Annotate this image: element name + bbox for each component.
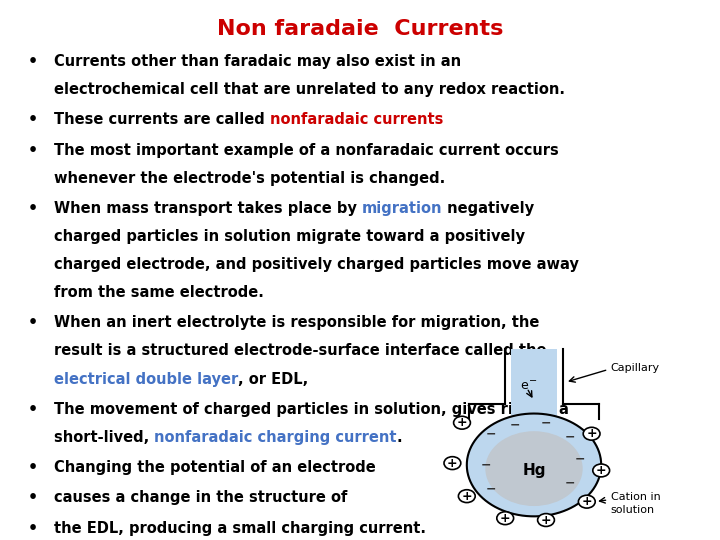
Text: •: • [27,315,37,330]
Text: −: − [564,477,575,490]
Text: •: • [27,54,37,69]
Text: −: − [541,416,552,429]
Text: electrical double layer: electrical double layer [54,372,238,387]
Circle shape [583,427,600,440]
Text: −: − [485,427,496,440]
Text: Capillary: Capillary [611,363,660,373]
Circle shape [593,464,610,477]
Text: −: − [485,482,496,495]
Text: +: + [462,490,472,503]
Text: −: − [481,458,491,471]
Text: whenever the electrode's potential is changed.: whenever the electrode's potential is ch… [54,171,445,186]
Text: electrochemical cell that are unrelated to any redox reaction.: electrochemical cell that are unrelated … [54,82,565,97]
Text: nonfaradaic currents: nonfaradaic currents [270,112,444,127]
Text: •: • [27,201,37,216]
Polygon shape [511,404,557,421]
Text: +: + [586,427,597,440]
Polygon shape [467,414,601,516]
Text: These currents are called: These currents are called [54,112,270,127]
Text: •: • [27,402,37,417]
Text: •: • [27,490,37,505]
Text: Hg: Hg [522,463,546,478]
Text: the EDL, producing a small charging current.: the EDL, producing a small charging curr… [54,521,426,536]
Polygon shape [511,349,557,404]
Text: +: + [541,514,552,526]
Circle shape [444,457,461,469]
Text: e: e [521,380,528,393]
Text: .: . [397,430,402,445]
Text: When an inert electrolyte is responsible for migration, the: When an inert electrolyte is responsible… [54,315,539,330]
Text: +: + [447,457,458,470]
Text: from the same electrode.: from the same electrode. [54,285,264,300]
Text: −: − [510,418,520,431]
Text: The movement of charged particles in solution, gives rise to a: The movement of charged particles in sol… [54,402,569,417]
Text: +: + [596,464,606,477]
Text: •: • [27,112,37,127]
Text: short‐lived,: short‐lived, [54,430,154,445]
Text: result is a structured electrode‐surface interface called the: result is a structured electrode‐surface… [54,343,546,359]
Text: •: • [27,521,37,536]
Text: The most important example of a nonfaradaic current occurs: The most important example of a nonfarad… [54,143,559,158]
Text: When mass transport takes place by: When mass transport takes place by [54,201,362,216]
Text: charged particles in solution migrate toward a positively: charged particles in solution migrate to… [54,229,525,244]
Text: causes a change in the structure of: causes a change in the structure of [54,490,347,505]
Text: migration: migration [362,201,443,216]
Circle shape [486,432,582,505]
Text: +: + [500,512,510,525]
Text: nonfaradaic charging current: nonfaradaic charging current [154,430,397,445]
Text: −: − [564,431,575,444]
Text: Non faradaie  Currents: Non faradaie Currents [217,19,503,39]
Text: −: − [575,453,585,466]
Circle shape [454,416,470,429]
Circle shape [497,512,513,525]
Text: , or EDL,: , or EDL, [238,372,308,387]
Text: Cation in
solution: Cation in solution [611,492,660,515]
Text: •: • [27,460,37,475]
Circle shape [538,514,554,526]
Text: +: + [456,416,467,429]
Circle shape [578,495,595,508]
Text: Currents other than faradaic may also exist in an: Currents other than faradaic may also ex… [54,54,461,69]
Text: −: − [528,376,537,387]
Text: •: • [27,143,37,158]
Text: negatively: negatively [443,201,535,216]
Text: charged electrode, and positively charged particles move away: charged electrode, and positively charge… [54,257,579,272]
Text: +: + [582,495,592,508]
Circle shape [459,490,475,503]
Text: Changing the potential of an electrode: Changing the potential of an electrode [54,460,376,475]
